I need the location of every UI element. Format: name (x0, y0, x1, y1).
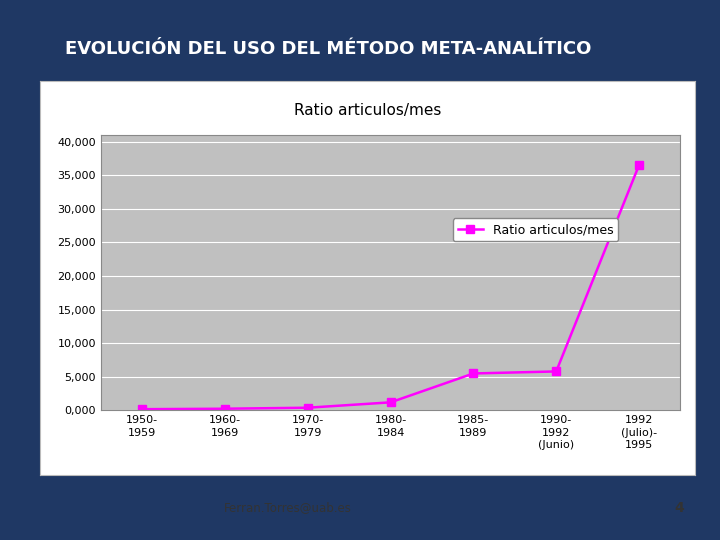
Ratio articulos/mes (138, 406, 147, 413)
Ratio articulos/mes (552, 368, 561, 375)
Ratio articulos/mes (469, 370, 478, 377)
Text: EVOLUCIÓN DEL USO DEL MÉTODO META-ANALÍTICO: EVOLUCIÓN DEL USO DEL MÉTODO META-ANALÍT… (65, 39, 591, 58)
Text: Ratio articulos/mes: Ratio articulos/mes (294, 103, 441, 118)
Ratio articulos/mes (304, 404, 312, 411)
Legend: Ratio articulos/mes: Ratio articulos/mes (453, 218, 618, 241)
Ratio articulos/mes (221, 406, 230, 412)
Ratio articulos/mes (387, 399, 395, 406)
Text: 4: 4 (674, 501, 684, 515)
Text: Ferran.Torres@uab.es: Ferran.Torres@uab.es (224, 501, 352, 514)
Ratio articulos/mes (635, 162, 644, 168)
Line: Ratio articulos/mes: Ratio articulos/mes (138, 161, 643, 413)
